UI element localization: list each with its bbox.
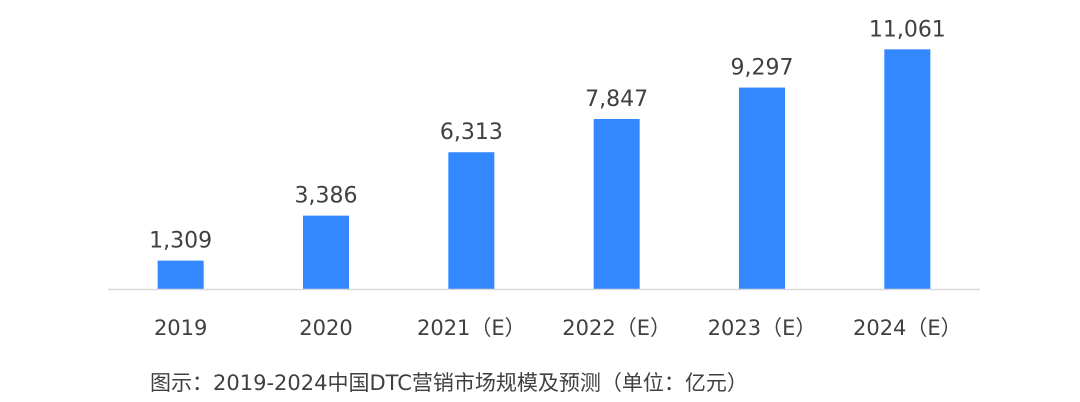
value-label: 3,386: [295, 184, 358, 209]
x-tick-label: 2021（E）: [417, 316, 526, 340]
value-label: 7,847: [585, 87, 648, 112]
bar: [884, 49, 931, 289]
value-label: 6,313: [440, 120, 503, 145]
bar: [739, 87, 785, 289]
x-tick-label: 2023（E）: [708, 316, 817, 340]
value-label: 1,309: [149, 229, 212, 254]
bar: [303, 215, 349, 289]
bar: [593, 118, 640, 290]
value-label: 9,297: [731, 56, 794, 81]
value-label: 11,061: [869, 17, 946, 42]
x-tick-label: 2024（E）: [853, 316, 962, 340]
x-tick-label: 2019: [154, 316, 207, 340]
bar: [157, 260, 204, 289]
x-tick-label: 2022（E）: [562, 316, 671, 340]
figure-caption: 图示：2019-2024中国DTC营销市场规模及预测（单位：亿元）: [150, 371, 748, 395]
x-tick-label: 2020: [299, 316, 352, 340]
bar: [448, 152, 495, 289]
